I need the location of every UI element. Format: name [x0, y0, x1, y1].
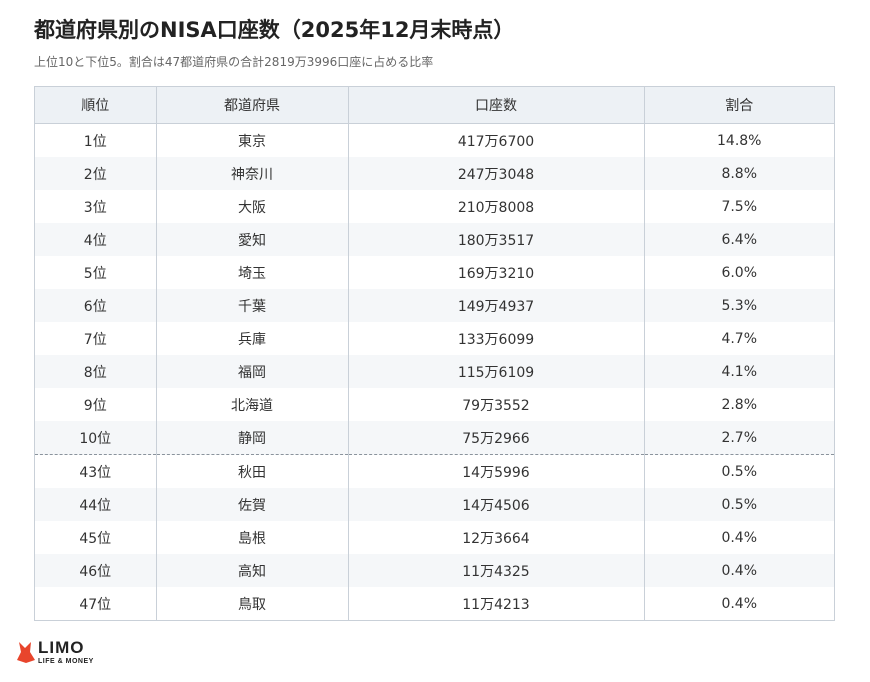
- share-cell: 2.8%: [643, 388, 834, 421]
- rank-cell: 46位: [35, 554, 156, 587]
- accounts-cell: 14万5996: [347, 454, 644, 488]
- table-row: 4位 愛知 180万3517 6.4%: [35, 223, 834, 256]
- accounts-cell: 149万4937: [347, 289, 644, 322]
- prefecture-cell: 愛知: [155, 223, 348, 256]
- column-header-accounts: 口座数: [347, 87, 644, 124]
- prefecture-cell: 千葉: [155, 289, 348, 322]
- prefecture-cell: 静岡: [155, 421, 348, 455]
- table-row: 9位 北海道 79万3552 2.8%: [35, 388, 834, 421]
- share-cell: 0.5%: [643, 454, 834, 488]
- prefecture-cell: 兵庫: [155, 322, 348, 355]
- share-cell: 8.8%: [643, 157, 834, 190]
- share-cell: 14.8%: [643, 123, 834, 157]
- rank-cell: 44位: [35, 488, 156, 521]
- table-body: 1位 東京 417万6700 14.8% 2位 神奈川 247万3048 8.8% 3位 大阪 21…: [35, 123, 834, 620]
- rank-cell: 8位: [35, 355, 156, 388]
- table-row: 46位 高知 11万4325 0.4%: [35, 554, 834, 587]
- accounts-cell: 115万6109: [347, 355, 644, 388]
- prefecture-cell: 神奈川: [155, 157, 348, 190]
- prefecture-cell: 島根: [155, 521, 348, 554]
- limo-logo: LIMO LIFE & MONEY: [16, 638, 106, 672]
- column-header-rank: 順位: [35, 87, 156, 124]
- rank-cell: 2位: [35, 157, 156, 190]
- share-cell: 0.4%: [643, 521, 834, 554]
- prefecture-cell: 東京: [155, 123, 348, 157]
- share-cell: 6.4%: [643, 223, 834, 256]
- prefecture-cell: 北海道: [155, 388, 348, 421]
- share-cell: 0.4%: [643, 587, 834, 620]
- table-row: 47位 鳥取 11万4213 0.4%: [35, 587, 834, 620]
- rank-cell: 4位: [35, 223, 156, 256]
- rank-cell: 1位: [35, 123, 156, 157]
- share-cell: 5.3%: [643, 289, 834, 322]
- prefecture-cell: 秋田: [155, 454, 348, 488]
- share-cell: 0.5%: [643, 488, 834, 521]
- rank-cell: 3位: [35, 190, 156, 223]
- share-cell: 4.1%: [643, 355, 834, 388]
- data-table: 順位 都道府県 口座数 割合 1位 東京 417万6700 14.8% 2位 神奈川 247…: [35, 87, 834, 620]
- table-row: 5位 埼玉 169万3210 6.0%: [35, 256, 834, 289]
- share-cell: 7.5%: [643, 190, 834, 223]
- chart-subtitle: 上位10と下位5。割合は47都道府県の合計2819万3996口座に占める比率: [34, 55, 434, 69]
- accounts-cell: 79万3552: [347, 388, 644, 421]
- table-row: 2位 神奈川 247万3048 8.8%: [35, 157, 834, 190]
- rank-cell: 6位: [35, 289, 156, 322]
- table-row: 43位 秋田 14万5996 0.5%: [35, 454, 834, 488]
- prefecture-cell: 高知: [155, 554, 348, 587]
- rank-cell: 47位: [35, 587, 156, 620]
- rank-cell: 43位: [35, 454, 156, 488]
- rank-cell: 9位: [35, 388, 156, 421]
- accounts-cell: 14万4506: [347, 488, 644, 521]
- column-header-prefecture: 都道府県: [155, 87, 348, 124]
- logo-wordmark: LIMO: [38, 638, 85, 657]
- rank-cell: 10位: [35, 421, 156, 455]
- table-row: 3位 大阪 210万8008 7.5%: [35, 190, 834, 223]
- table-header-row: 順位 都道府県 口座数 割合: [35, 87, 834, 124]
- accounts-cell: 210万8008: [347, 190, 644, 223]
- table-row: 45位 島根 12万3664 0.4%: [35, 521, 834, 554]
- data-table-container: 順位 都道府県 口座数 割合 1位 東京 417万6700 14.8% 2位 神奈川 247…: [34, 86, 835, 621]
- table-row: 1位 東京 417万6700 14.8%: [35, 123, 834, 157]
- accounts-cell: 417万6700: [347, 123, 644, 157]
- fox-logo-icon: [17, 642, 35, 663]
- logo-tagline: LIFE & MONEY: [38, 658, 94, 665]
- share-cell: 2.7%: [643, 421, 834, 455]
- prefecture-cell: 福岡: [155, 355, 348, 388]
- share-cell: 4.7%: [643, 322, 834, 355]
- accounts-cell: 12万3664: [347, 521, 644, 554]
- prefecture-cell: 佐賀: [155, 488, 348, 521]
- rank-cell: 5位: [35, 256, 156, 289]
- table-row: 7位 兵庫 133万6099 4.7%: [35, 322, 834, 355]
- accounts-cell: 180万3517: [347, 223, 644, 256]
- accounts-cell: 169万3210: [347, 256, 644, 289]
- table-row: 44位 佐賀 14万4506 0.5%: [35, 488, 834, 521]
- column-header-share: 割合: [643, 87, 834, 124]
- accounts-cell: 75万2966: [347, 421, 644, 455]
- table-row: 10位 静岡 75万2966 2.7%: [35, 421, 834, 455]
- accounts-cell: 11万4213: [347, 587, 644, 620]
- accounts-cell: 11万4325: [347, 554, 644, 587]
- rank-cell: 7位: [35, 322, 156, 355]
- share-cell: 6.0%: [643, 256, 834, 289]
- accounts-cell: 133万6099: [347, 322, 644, 355]
- share-cell: 0.4%: [643, 554, 834, 587]
- table-row: 6位 千葉 149万4937 5.3%: [35, 289, 834, 322]
- chart-title: 都道府県別のNISA口座数（2025年12月末時点）: [34, 18, 515, 42]
- accounts-cell: 247万3048: [347, 157, 644, 190]
- table-row: 8位 福岡 115万6109 4.1%: [35, 355, 834, 388]
- prefecture-cell: 鳥取: [155, 587, 348, 620]
- rank-cell: 45位: [35, 521, 156, 554]
- prefecture-cell: 大阪: [155, 190, 348, 223]
- prefecture-cell: 埼玉: [155, 256, 348, 289]
